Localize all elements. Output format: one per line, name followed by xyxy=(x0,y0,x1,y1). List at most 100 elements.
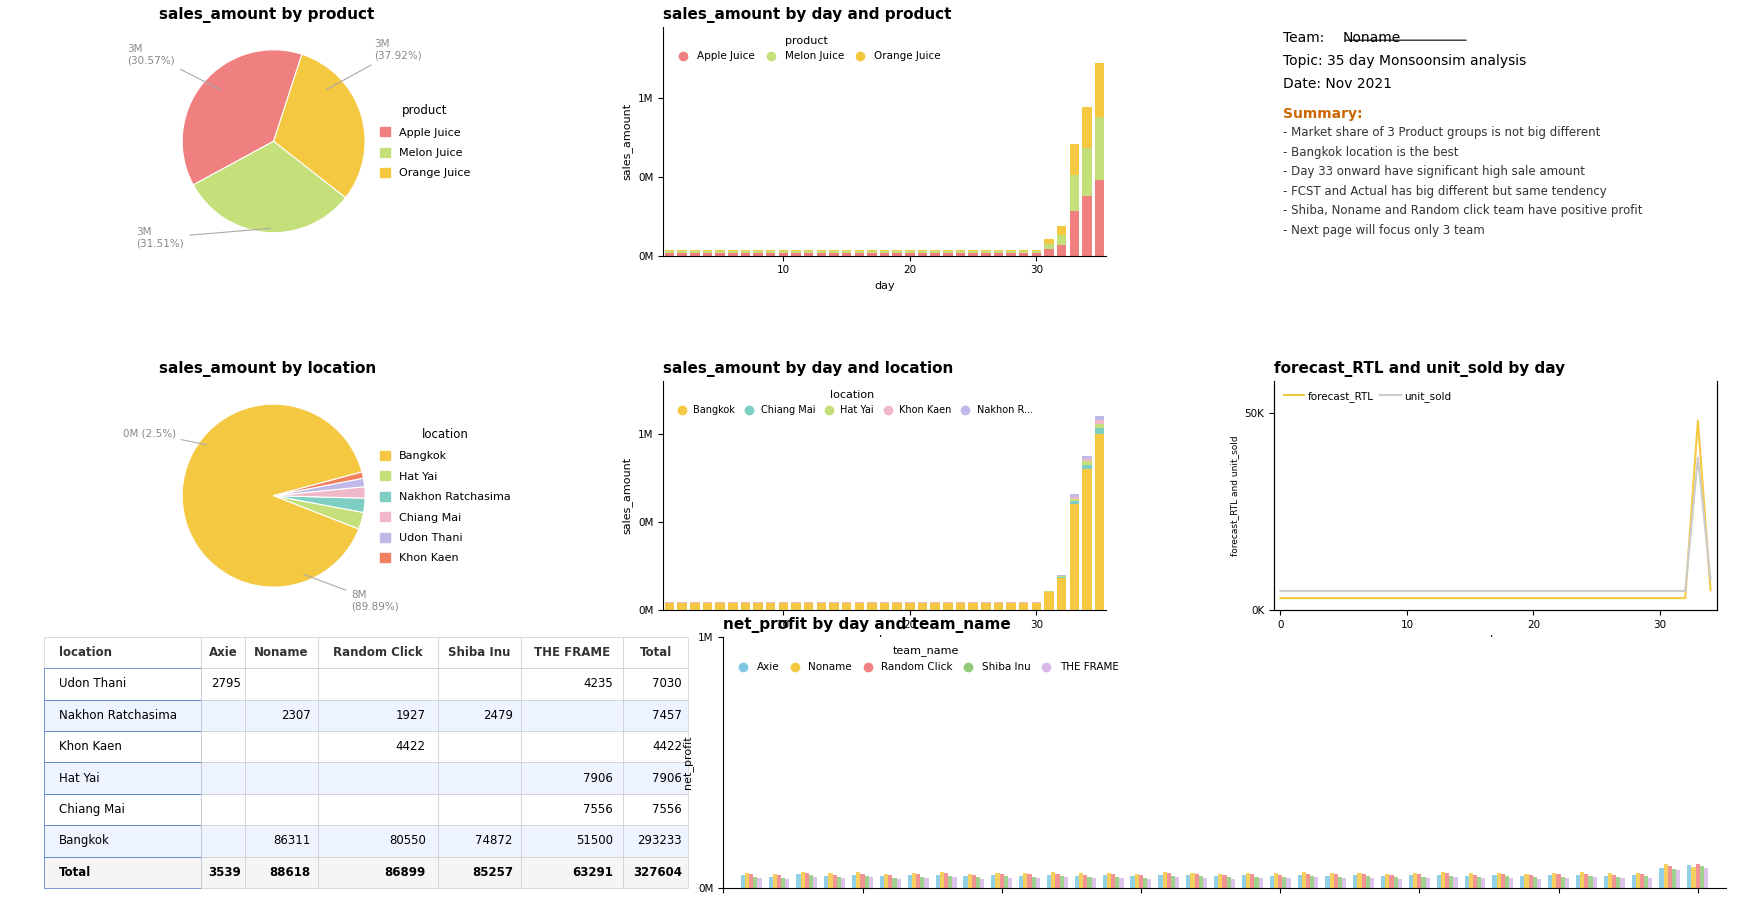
Bar xyxy=(1103,875,1107,888)
Bar xyxy=(816,249,826,251)
unit_sold xyxy=(1637,586,1658,597)
Bar xyxy=(1529,875,1532,888)
Bar xyxy=(1509,878,1513,888)
Bar xyxy=(800,872,805,888)
unit_sold xyxy=(1422,586,1443,597)
Legend: Bangkok, Chiang Mai, Hat Yai, Khon Kaen, Nakhon R...: Bangkok, Chiang Mai, Hat Yai, Khon Kaen,… xyxy=(668,387,1037,419)
Bar xyxy=(967,874,973,888)
Bar xyxy=(840,878,845,888)
Bar xyxy=(678,249,687,251)
Bar xyxy=(880,603,889,610)
Bar xyxy=(1119,878,1124,888)
Text: 0M (2.5%): 0M (2.5%) xyxy=(122,428,207,445)
Legend: Apple Juice, Melon Juice, Orange Juice: Apple Juice, Melon Juice, Orange Juice xyxy=(668,32,945,65)
Bar xyxy=(1448,876,1454,888)
unit_sold xyxy=(1699,574,1720,585)
Bar xyxy=(896,879,901,888)
Bar xyxy=(690,251,699,253)
Bar xyxy=(741,253,749,256)
Bar xyxy=(1269,876,1274,888)
Bar xyxy=(880,876,884,888)
Bar xyxy=(854,603,865,610)
Bar xyxy=(1358,873,1361,888)
Bar xyxy=(880,253,889,256)
Bar xyxy=(912,873,917,888)
Bar xyxy=(1082,875,1088,888)
unit_sold xyxy=(1346,586,1367,597)
Bar xyxy=(729,251,737,253)
unit_sold xyxy=(1447,586,1468,597)
Bar xyxy=(1677,870,1680,888)
Bar xyxy=(1056,235,1067,245)
Bar xyxy=(994,249,1004,251)
Bar xyxy=(854,249,865,251)
Bar xyxy=(1556,875,1560,888)
Bar xyxy=(955,603,966,610)
Bar xyxy=(1027,875,1032,888)
Bar xyxy=(1056,245,1067,256)
Bar xyxy=(715,251,725,253)
Bar xyxy=(919,251,927,253)
Bar xyxy=(741,251,749,253)
Bar xyxy=(772,875,777,888)
Bar xyxy=(1048,875,1051,888)
Bar xyxy=(1218,874,1222,888)
Bar xyxy=(1006,249,1016,251)
Y-axis label: forecast_RTL and unit_sold: forecast_RTL and unit_sold xyxy=(1231,435,1239,556)
Bar xyxy=(865,876,868,888)
Bar xyxy=(664,603,675,610)
Bar xyxy=(842,603,851,610)
Bar xyxy=(994,251,1004,253)
Bar xyxy=(753,249,763,251)
Bar xyxy=(1609,874,1612,888)
Bar xyxy=(889,875,892,888)
forecast_RTL xyxy=(1675,593,1696,604)
Wedge shape xyxy=(274,487,364,498)
Bar xyxy=(1032,249,1041,251)
Bar xyxy=(1056,578,1067,579)
Bar xyxy=(702,253,713,256)
Bar xyxy=(842,251,851,253)
Text: net_profit by day and team_name: net_profit by day and team_name xyxy=(723,616,1011,632)
Bar xyxy=(769,876,772,888)
Text: sales_amount by product: sales_amount by product xyxy=(159,6,375,22)
Bar xyxy=(880,251,889,253)
Bar xyxy=(852,875,856,888)
Bar xyxy=(1082,196,1091,256)
Bar xyxy=(1079,874,1082,888)
Bar xyxy=(1497,873,1501,888)
Bar xyxy=(1581,873,1584,888)
Bar xyxy=(1278,875,1283,888)
Text: Date: Nov 2021: Date: Nov 2021 xyxy=(1283,77,1393,91)
Bar xyxy=(744,873,749,888)
Bar xyxy=(1367,876,1370,888)
Bar xyxy=(1006,253,1016,256)
Bar xyxy=(1091,878,1096,888)
Bar xyxy=(1070,504,1079,610)
Bar xyxy=(664,251,675,253)
Bar xyxy=(1020,875,1023,888)
Text: Team:: Team: xyxy=(1283,31,1328,46)
forecast_RTL xyxy=(1586,593,1607,604)
Bar xyxy=(868,877,873,888)
unit_sold xyxy=(1307,586,1328,597)
Bar xyxy=(1532,877,1537,888)
Bar xyxy=(1588,876,1593,888)
Bar xyxy=(1454,877,1457,888)
Bar xyxy=(931,603,939,610)
Bar xyxy=(1302,873,1306,888)
Bar xyxy=(1194,874,1199,888)
Bar xyxy=(1138,875,1143,888)
forecast_RTL xyxy=(1271,593,1292,604)
unit_sold xyxy=(1485,586,1506,597)
Bar xyxy=(1044,244,1055,249)
Bar xyxy=(1691,867,1696,888)
Bar xyxy=(1640,874,1644,888)
Bar xyxy=(1095,420,1105,423)
Bar xyxy=(1190,873,1194,888)
forecast_RTL xyxy=(1624,593,1645,604)
Text: Noname: Noname xyxy=(1342,31,1401,46)
Bar xyxy=(1330,873,1333,888)
Bar xyxy=(1020,249,1028,251)
Bar xyxy=(1537,879,1541,888)
